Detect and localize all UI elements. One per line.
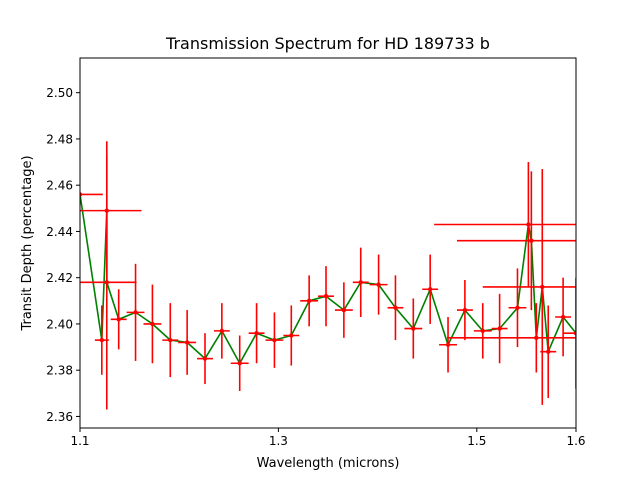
plot-area	[80, 141, 576, 410]
x-tick-label-0: 1.1	[70, 434, 89, 448]
data-point-13	[272, 337, 277, 343]
data-point-10	[219, 328, 225, 334]
data-point-4	[116, 317, 121, 322]
data-point-9	[202, 356, 208, 361]
x-axis-label: Wavelength (microns)	[257, 456, 400, 471]
data-point-25	[480, 328, 485, 334]
y-tick-label-5: 2.46	[46, 179, 73, 193]
data-point-1	[99, 337, 105, 343]
y-tick-label-3: 2.42	[46, 271, 73, 285]
data-point-8	[184, 340, 190, 345]
data-point-15	[306, 298, 312, 304]
x-tick-label-1: 1.3	[269, 434, 288, 448]
data-point-11	[237, 361, 242, 366]
y-tick-label-0: 2.36	[46, 410, 73, 424]
data-point-5	[133, 310, 138, 315]
data-point-3	[104, 280, 109, 285]
data-point-0	[80, 192, 83, 197]
data-point-16	[323, 293, 329, 299]
y-tick-label-6: 2.48	[46, 132, 73, 146]
data-point-21	[411, 326, 416, 331]
axes-frame	[79, 57, 577, 429]
data-point-17	[341, 307, 347, 313]
x-tick-label-3: 1.6	[566, 434, 585, 448]
x-tick-label-2: 1.5	[467, 434, 486, 448]
data-point-26	[497, 326, 502, 331]
chart-title: Transmission Spectrum for HD 189733 b	[165, 34, 490, 53]
y-axis-label: Transit Depth (percentage)	[20, 155, 35, 331]
y-tick-label-2: 2.40	[46, 317, 73, 331]
data-point-34	[573, 330, 576, 336]
data-point-12	[254, 330, 259, 336]
data-point-24	[462, 307, 468, 313]
data-point-14	[289, 333, 294, 338]
y-tick-label-7: 2.50	[46, 86, 73, 100]
data-point-30	[534, 335, 539, 341]
data-point-33	[560, 314, 566, 320]
data-point-22	[427, 287, 433, 292]
series-group	[80, 141, 576, 410]
data-point-19	[376, 282, 381, 287]
data-point-18	[358, 280, 363, 285]
data-point-23	[445, 342, 451, 347]
data-point-29	[529, 238, 534, 243]
data-point-20	[393, 305, 398, 310]
data-point-27	[515, 305, 520, 310]
data-point-6	[150, 321, 155, 327]
data-point-28	[526, 222, 531, 227]
data-point-31	[540, 284, 545, 290]
y-tick-label-4: 2.44	[46, 225, 73, 239]
data-point-7	[168, 337, 173, 343]
data-point-32	[546, 349, 551, 354]
axes: 1.1 1.3 1.5 1.6 2.36 2.38 2.40 2.42 2.44 2.46 2.48…	[46, 57, 586, 448]
y-tick-label-1: 2.38	[46, 364, 73, 378]
